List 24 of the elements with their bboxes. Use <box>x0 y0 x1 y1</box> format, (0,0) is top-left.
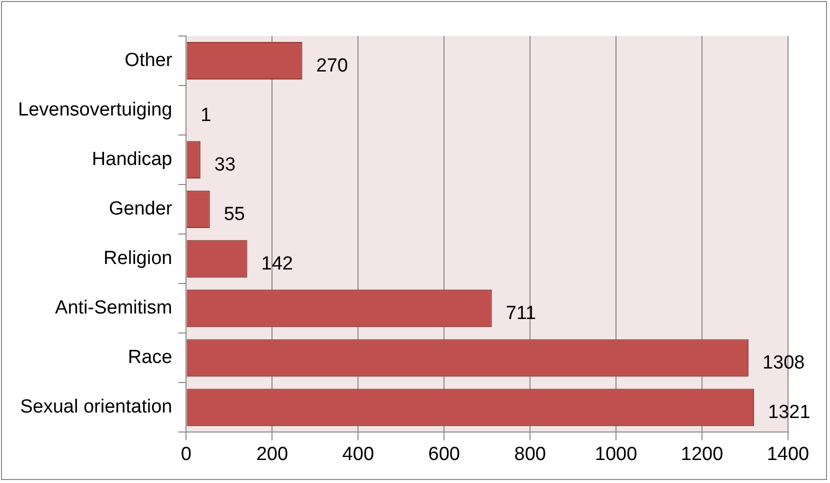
y-tick-label: Handicap <box>92 149 172 170</box>
data-label: 55 <box>224 204 245 226</box>
y-tick-label: Race <box>128 347 172 368</box>
x-tick-label: 0 <box>180 444 192 465</box>
x-tick-label: 200 <box>256 444 288 465</box>
data-label: 711 <box>506 303 536 324</box>
data-label: 142 <box>261 254 293 275</box>
y-tick-label: Religion <box>104 248 172 270</box>
x-tick-label: 800 <box>514 444 546 465</box>
data-label: 1 <box>200 105 212 126</box>
x-tick-label: 1400 <box>766 444 810 465</box>
x-tick-label: 1000 <box>594 444 638 465</box>
data-label: 33 <box>214 154 236 176</box>
y-tick-label: Gender <box>108 198 173 220</box>
y-tick-label: Levensovertuiging <box>18 100 172 121</box>
y-tick-label: Other <box>124 50 173 71</box>
y-tick-label: Sexual orientation <box>20 396 172 418</box>
y-tick-label: Anti-Semitism <box>55 298 172 319</box>
x-tick-label: 600 <box>428 444 460 465</box>
x-tick-label: 1200 <box>680 444 724 465</box>
data-label: 270 <box>316 55 348 76</box>
data-label: 1308 <box>762 352 805 374</box>
x-tick-label: 400 <box>342 444 374 465</box>
data-label: 1321 <box>768 402 810 424</box>
